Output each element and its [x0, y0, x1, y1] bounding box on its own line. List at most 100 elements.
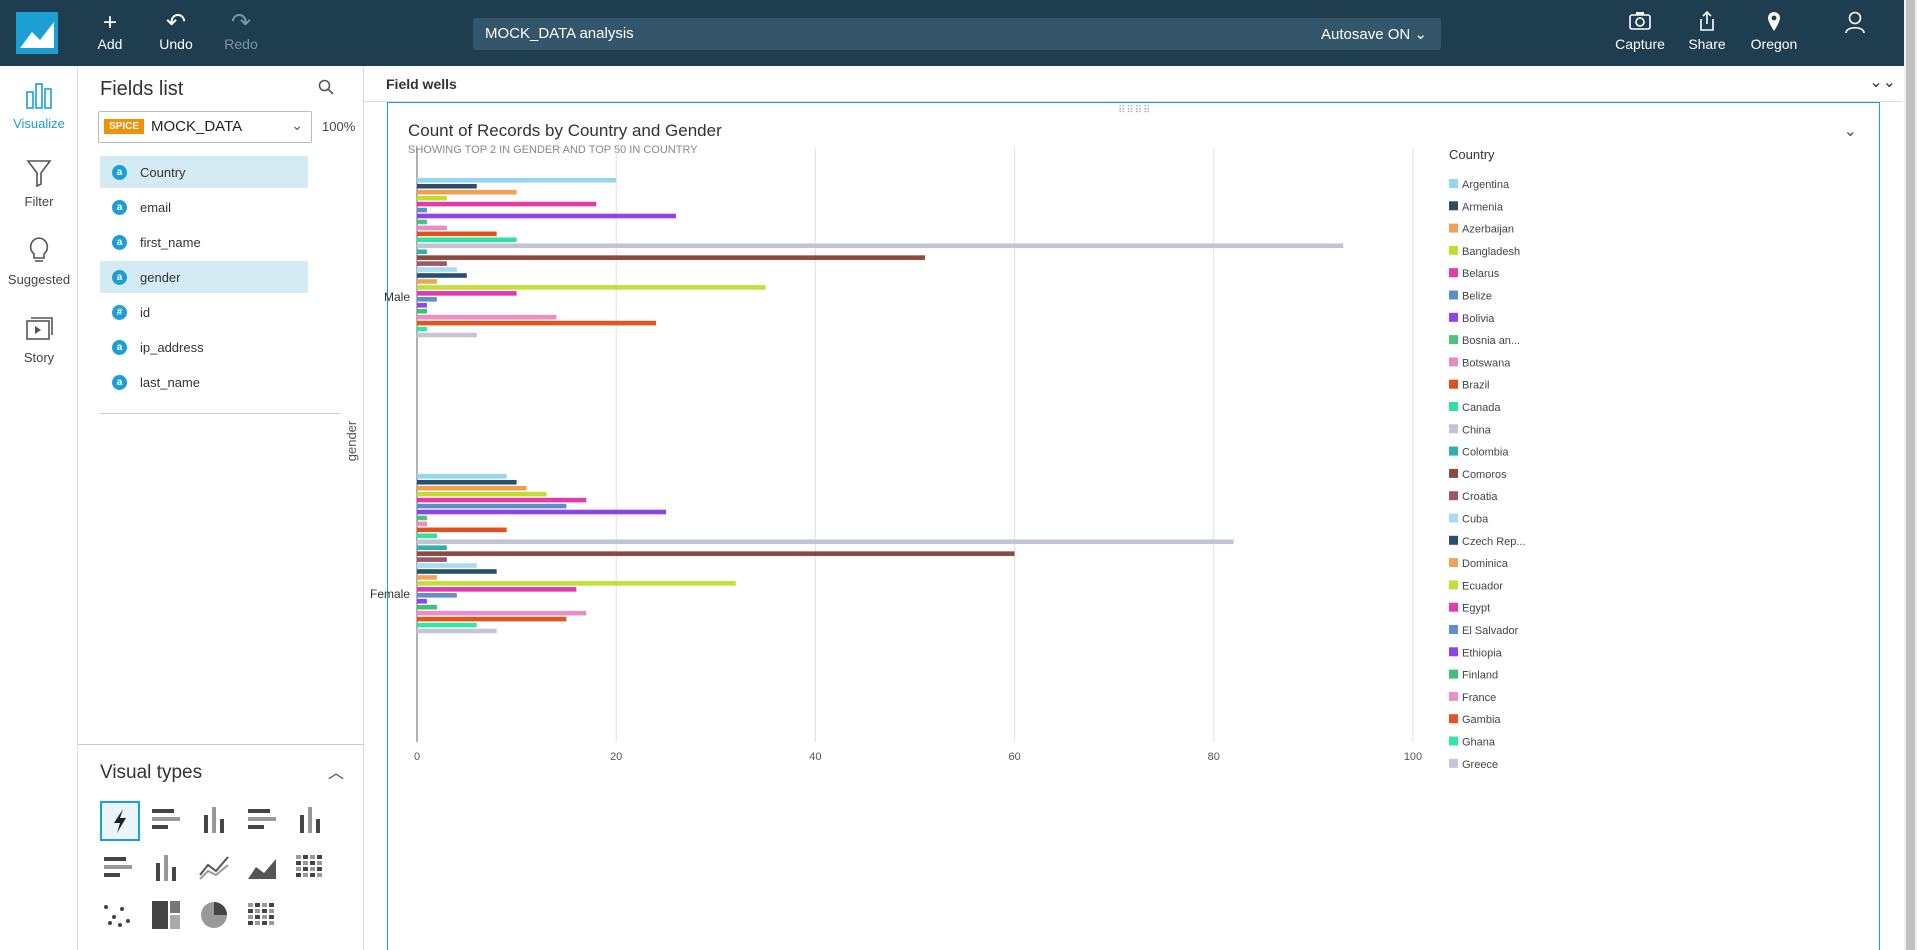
capture-button[interactable]: Capture: [1608, 10, 1672, 52]
bar[interactable]: [417, 178, 617, 183]
bar[interactable]: [417, 604, 437, 610]
search-icon[interactable]: [318, 79, 334, 100]
legend-item[interactable]: Ecuador: [1462, 580, 1503, 592]
bar[interactable]: [417, 273, 467, 278]
bar[interactable]: [417, 243, 1344, 249]
bar[interactable]: [417, 261, 447, 266]
legend-item[interactable]: Czech Rep...: [1462, 536, 1526, 548]
autograph-icon[interactable]: [100, 801, 140, 841]
bar[interactable]: [417, 569, 497, 574]
user-button[interactable]: [1823, 10, 1887, 36]
bar[interactable]: [417, 195, 447, 201]
bar[interactable]: [417, 314, 557, 320]
bar[interactable]: [417, 610, 587, 616]
stacked-vertical-bar-icon[interactable]: [292, 801, 332, 841]
rail-visualize[interactable]: Visualize: [0, 80, 78, 131]
area-chart-icon[interactable]: [244, 849, 284, 889]
legend-item[interactable]: Croatia: [1462, 491, 1498, 503]
bar[interactable]: [417, 598, 427, 604]
legend-item[interactable]: Azerbaijan: [1462, 224, 1514, 236]
bar[interactable]: [417, 207, 427, 213]
bar[interactable]: [417, 628, 497, 634]
legend-item[interactable]: Dominica: [1462, 558, 1509, 570]
field-item[interactable]: # id: [100, 296, 308, 328]
legend-item[interactable]: Argentina: [1462, 179, 1510, 191]
heat-map-icon[interactable]: [244, 897, 284, 937]
bar[interactable]: [417, 581, 736, 586]
bar[interactable]: [417, 291, 517, 296]
bar[interactable]: [417, 593, 457, 598]
legend-item[interactable]: France: [1462, 692, 1496, 704]
bar[interactable]: [417, 201, 597, 207]
field-item[interactable]: a first_name: [100, 226, 308, 258]
stacked-horizontal-bar-icon[interactable]: [244, 801, 284, 841]
collapse-icon[interactable]: ︿: [327, 765, 344, 782]
app-logo-icon[interactable]: [16, 12, 58, 54]
bar[interactable]: [417, 213, 676, 219]
bar[interactable]: [417, 237, 517, 243]
legend-item[interactable]: Belarus: [1462, 268, 1500, 280]
legend-item[interactable]: Armenia: [1462, 201, 1504, 213]
page-scrollbar[interactable]: [1904, 0, 1917, 950]
legend-item[interactable]: Egypt: [1462, 603, 1490, 615]
field-item[interactable]: a last_name: [100, 366, 308, 398]
bar[interactable]: [417, 563, 477, 568]
legend-item[interactable]: Comoros: [1462, 469, 1507, 481]
bar[interactable]: [417, 302, 427, 308]
undo-button[interactable]: ↶ Undo: [144, 10, 208, 53]
bar[interactable]: [417, 622, 477, 628]
scrollbar-thumb[interactable]: [1906, 0, 1915, 950]
bar[interactable]: [417, 539, 1234, 545]
region-button[interactable]: Oregon: [1742, 10, 1806, 52]
legend-item[interactable]: Colombia: [1462, 447, 1509, 459]
legend-item[interactable]: Brazil: [1462, 380, 1490, 392]
field-wells-bar[interactable]: Field wells ⌄⌄: [364, 66, 1902, 102]
bar[interactable]: [417, 320, 657, 326]
bar[interactable]: [417, 557, 447, 562]
legend-item[interactable]: Ghana: [1462, 737, 1496, 749]
bar[interactable]: [417, 479, 517, 485]
pie-chart-icon[interactable]: [196, 897, 236, 937]
bar[interactable]: [417, 255, 925, 260]
bar[interactable]: [417, 189, 517, 195]
legend-item[interactable]: El Salvador: [1462, 625, 1519, 637]
redo-button[interactable]: ↷ Redo: [209, 10, 273, 53]
bar[interactable]: [417, 503, 567, 509]
panel-divider[interactable]: [100, 413, 340, 414]
bar[interactable]: [417, 308, 427, 314]
legend-item[interactable]: Botswana: [1462, 357, 1511, 369]
legend-item[interactable]: China: [1462, 424, 1492, 436]
legend-item[interactable]: Bosnia an...: [1462, 335, 1520, 347]
horizontal-100-bar-icon[interactable]: [100, 849, 140, 889]
bar[interactable]: [417, 183, 477, 189]
rail-filter[interactable]: Filter: [0, 158, 78, 209]
legend-item[interactable]: Belize: [1462, 291, 1492, 303]
field-item[interactable]: a Country: [100, 156, 308, 188]
bar[interactable]: [417, 491, 547, 497]
vertical-100-bar-icon[interactable]: [148, 849, 188, 889]
legend-item[interactable]: Bolivia: [1462, 313, 1495, 325]
visual-menu-chevron-icon[interactable]: ⌄: [1843, 123, 1857, 140]
analysis-title[interactable]: MOCK_DATA analysis: [485, 25, 634, 42]
bar[interactable]: [417, 326, 427, 332]
bar[interactable]: [417, 515, 427, 521]
visual-card[interactable]: ⠿⠿⠿⠿ Count of Records by Country and Gen…: [387, 102, 1880, 950]
bar[interactable]: [417, 551, 1015, 556]
vertical-bar-icon[interactable]: [196, 801, 236, 841]
bar[interactable]: [417, 231, 497, 237]
legend-item[interactable]: Greece: [1462, 759, 1498, 771]
line-chart-icon[interactable]: [196, 849, 236, 889]
rail-story[interactable]: Story: [0, 314, 78, 365]
analysis-title-bar[interactable]: MOCK_DATA analysis Autosave ON ⌄: [473, 18, 1441, 50]
bar[interactable]: [417, 225, 447, 231]
bar[interactable]: [417, 332, 477, 338]
autosave-toggle[interactable]: Autosave ON ⌄: [1321, 26, 1427, 43]
bar[interactable]: [417, 297, 437, 302]
legend-item[interactable]: Gambia: [1462, 714, 1501, 726]
field-item[interactable]: a gender: [100, 261, 308, 293]
scatter-plot-icon[interactable]: [100, 897, 140, 937]
bar[interactable]: [417, 267, 457, 272]
bar[interactable]: [417, 285, 766, 290]
share-button[interactable]: Share: [1675, 10, 1739, 52]
tree-map-icon[interactable]: [148, 897, 188, 937]
